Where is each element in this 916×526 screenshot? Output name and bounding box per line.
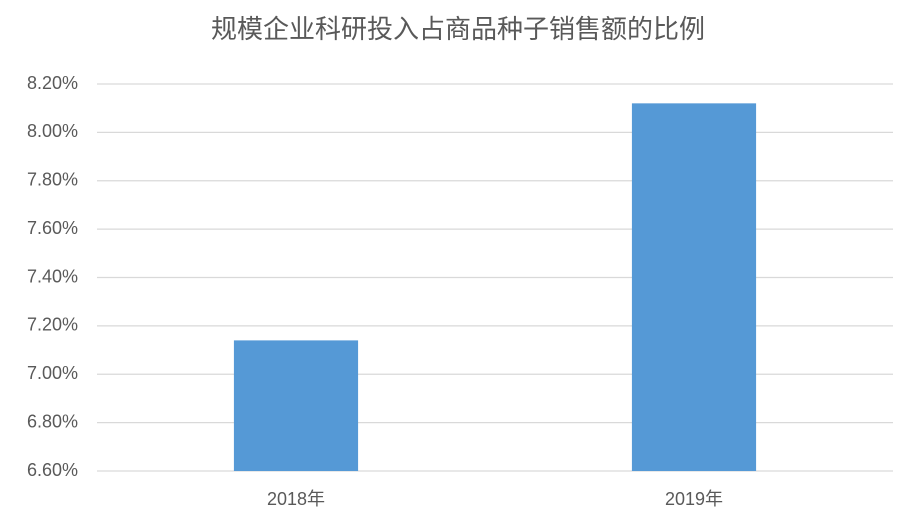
x-tick-label: 2019年 — [665, 489, 723, 509]
y-tick-label: 8.20% — [27, 73, 78, 93]
y-tick-label: 7.00% — [27, 363, 78, 383]
y-tick-label: 6.60% — [27, 460, 78, 480]
chart-title: 规模企业科研投入占商品种子销售额的比例 — [211, 14, 705, 44]
y-tick-label: 7.20% — [27, 315, 78, 335]
y-tick-label: 7.40% — [27, 266, 78, 286]
bar — [233, 340, 359, 471]
bar — [631, 103, 757, 471]
y-tick-label: 7.60% — [27, 218, 78, 238]
x-tick-label: 2018年 — [267, 489, 325, 509]
y-tick-label: 7.80% — [27, 170, 78, 190]
y-tick-label: 8.00% — [27, 121, 78, 141]
y-tick-label: 6.80% — [27, 411, 78, 431]
